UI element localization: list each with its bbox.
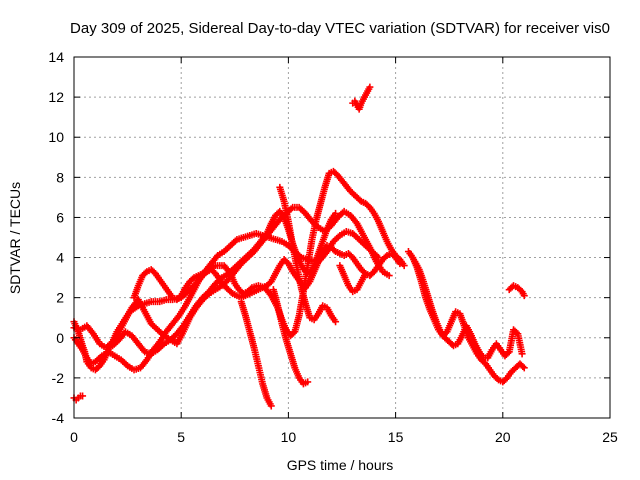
x-tick-label: 10 — [281, 429, 297, 445]
data-point — [330, 246, 338, 254]
y-tick-label: 6 — [56, 209, 64, 225]
data-point — [520, 364, 528, 372]
y-tick-label: 12 — [48, 89, 64, 105]
series-sat-k — [404, 248, 528, 386]
series-sat-j — [336, 262, 370, 296]
x-tick-label: 25 — [602, 429, 618, 445]
plot-frame — [73, 56, 611, 419]
data-markers — [70, 83, 528, 410]
series-sat-n — [70, 392, 87, 404]
data-point — [400, 262, 408, 270]
data-point — [189, 275, 197, 283]
y-axis-label: SDTVAR / TECUs — [7, 182, 23, 294]
data-point — [512, 328, 520, 336]
y-tick-label: 14 — [48, 49, 64, 65]
data-point — [519, 363, 527, 371]
series-sat-e — [109, 207, 340, 358]
chart-title: Day 309 of 2025, Sidereal Day-to-day VTE… — [70, 20, 610, 37]
x-tick-label: 20 — [495, 429, 511, 445]
y-tick-label: 2 — [56, 290, 64, 306]
data-point — [382, 253, 390, 261]
axes — [73, 56, 611, 419]
series-sat-h — [269, 286, 312, 388]
x-tick-label: 15 — [388, 429, 404, 445]
series-sat-g — [276, 183, 340, 326]
data-point — [141, 269, 149, 277]
data-point — [332, 209, 340, 217]
data-point — [385, 272, 393, 280]
data-point — [79, 392, 87, 400]
y-tick-label: 4 — [56, 250, 64, 266]
data-point — [362, 270, 370, 278]
x-tick-label: 0 — [70, 429, 78, 445]
data-point — [356, 196, 364, 204]
tick-labels: 0 5 10 15 20 25 -4 -2 0 2 4 6 8 10 12 14 — [48, 49, 618, 445]
series-sat-f — [237, 298, 275, 410]
series-sat-l — [411, 258, 526, 362]
series-sat-m — [505, 282, 528, 300]
data-point — [520, 292, 528, 300]
data-point — [332, 318, 340, 326]
x-tick-label: 5 — [177, 429, 185, 445]
y-tick-label: -4 — [52, 410, 65, 426]
x-axis-label: GPS time / hours — [287, 457, 394, 473]
data-point — [304, 378, 312, 386]
data-point — [396, 260, 404, 268]
series-sat-i — [349, 83, 374, 113]
data-point — [504, 349, 512, 357]
y-tick-label: 10 — [48, 129, 64, 145]
y-tick-label: -2 — [52, 370, 65, 386]
data-point — [493, 375, 501, 383]
y-tick-label: 8 — [56, 169, 64, 185]
y-tick-label: 0 — [56, 330, 64, 346]
series-sat-d — [130, 242, 404, 304]
data-point — [518, 350, 526, 358]
data-point — [227, 288, 235, 296]
data-point — [267, 402, 275, 410]
data-point — [366, 83, 374, 91]
